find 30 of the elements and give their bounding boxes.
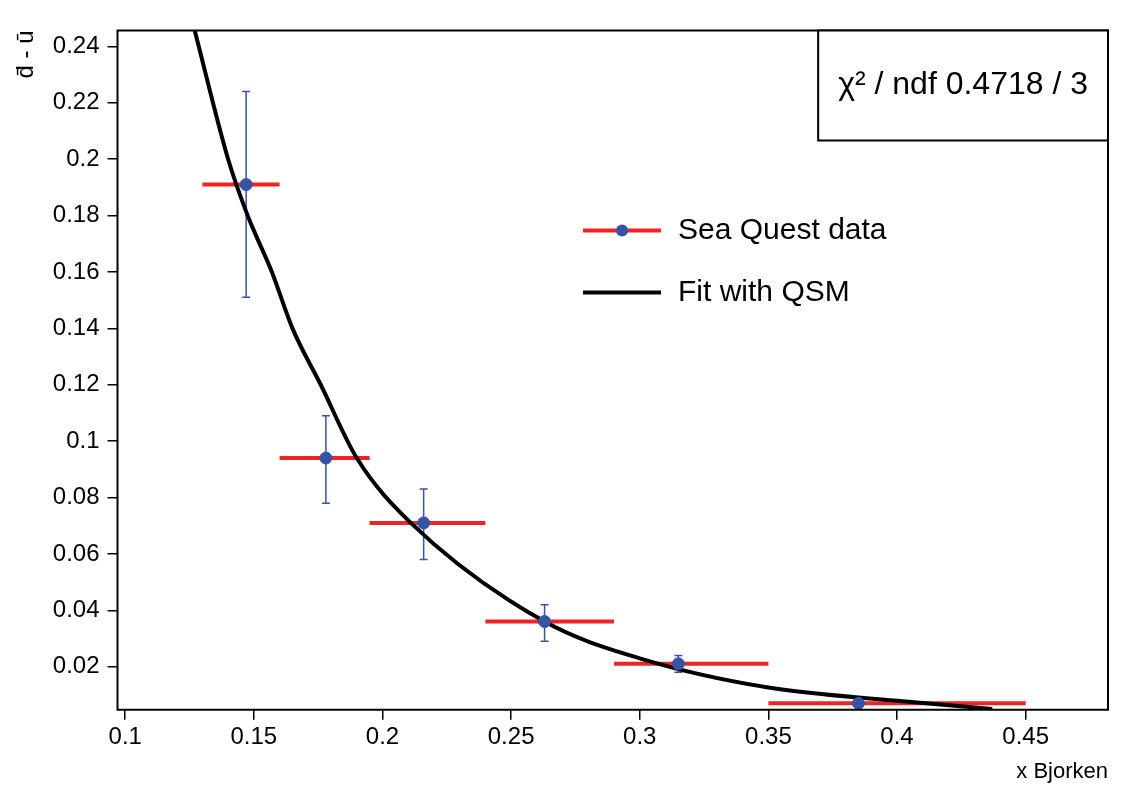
x-tick-label: 0.25 <box>487 721 535 749</box>
x-axis-title: x Bjorken <box>1016 757 1108 783</box>
x-tick-label: 0.3 <box>623 721 657 749</box>
x-tick-label: 0.45 <box>1002 721 1050 749</box>
y-tick-label: 0.06 <box>52 538 100 566</box>
x-tick-label: 0.15 <box>230 721 278 749</box>
y-axis-title: d̄ - ū <box>11 30 39 79</box>
y-tick-label: 0.1 <box>66 425 100 453</box>
y-tick-label: 0.08 <box>52 482 100 510</box>
legend-label: Sea Quest data <box>678 211 887 245</box>
y-tick-label: 0.14 <box>52 313 100 340</box>
legend-label: Fit with QSM <box>678 273 850 307</box>
y-tick-label: 0.24 <box>52 31 100 59</box>
y-tick-label: 0.12 <box>52 369 100 397</box>
y-tick-label: 0.16 <box>52 256 100 284</box>
x-tick-label: 0.35 <box>745 721 792 749</box>
x-tick-label: 0.1 <box>108 721 142 749</box>
point <box>417 516 431 530</box>
point <box>319 451 333 465</box>
point <box>239 178 253 192</box>
point <box>851 696 865 710</box>
y-tick-label: 0.04 <box>52 594 100 622</box>
point <box>538 615 552 629</box>
y-tick-label: 0.22 <box>52 87 100 115</box>
x-tick-label: 0.2 <box>365 721 400 749</box>
annotation: χ² / ndf 0.4718 / 3 <box>838 65 1088 102</box>
y-tick-label: 0.2 <box>66 143 100 171</box>
x-tick-label: 0.4 <box>880 721 914 749</box>
y-tick-label: 0.18 <box>52 200 100 228</box>
y-tick-label: 0.02 <box>52 651 100 679</box>
